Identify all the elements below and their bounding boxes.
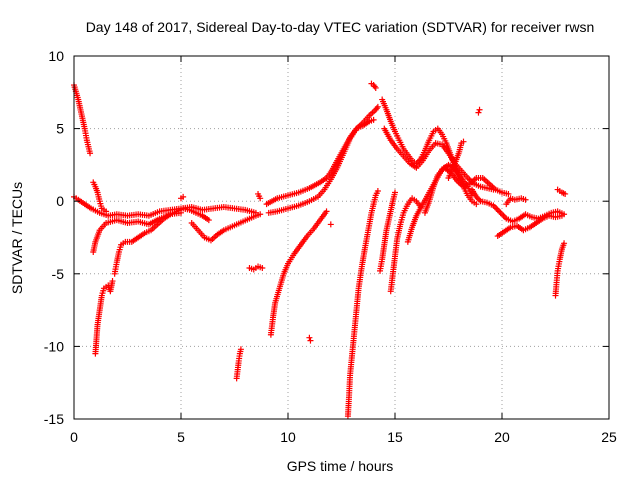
data-point	[371, 83, 378, 90]
x-tick-label: 20	[494, 429, 510, 445]
data-point	[493, 205, 500, 212]
scatter-track-arc-r	[368, 80, 379, 91]
x-tick-label: 10	[280, 429, 296, 445]
data-point	[237, 346, 244, 353]
x-tick-label: 5	[177, 429, 185, 445]
data-point	[307, 337, 314, 344]
data-point	[257, 211, 264, 218]
chart-title: Day 148 of 2017, Sidereal Day-to-day VTE…	[86, 19, 595, 35]
scatter-track-arc-p	[327, 221, 334, 228]
data-point	[473, 201, 480, 208]
data-point	[494, 206, 501, 213]
x-axis-label: GPS time / hours	[287, 458, 394, 474]
scatter-track-arc-c	[90, 179, 110, 215]
scatter-track-arc-q	[344, 188, 381, 420]
data-point	[87, 150, 94, 157]
scatter-track-arc-aa	[469, 186, 568, 225]
scatter-track-arc-z	[475, 106, 483, 116]
scatter-track-arc-j	[246, 263, 266, 273]
y-tick-label: -5	[52, 266, 65, 282]
y-tick-label: 5	[56, 121, 64, 137]
scatter-track-arc-i	[233, 346, 244, 382]
scatter-track-arc-u	[387, 195, 424, 295]
scatter-track-arc-m	[265, 103, 381, 216]
data-point	[475, 109, 482, 116]
data-point	[109, 278, 116, 285]
y-axis-label: SDTVAR / TECUs	[9, 182, 25, 294]
data-point	[374, 188, 381, 195]
scatter-track-arc-k	[255, 190, 264, 202]
data-point	[558, 212, 565, 219]
data-point	[500, 212, 507, 219]
data-point	[476, 106, 483, 113]
scatter-track-arc-l	[267, 208, 330, 338]
axis-ticks: 0 5 10 15 20 25 -15 -10 -5 0 5 10	[44, 48, 617, 445]
x-tick-label: 25	[601, 429, 617, 445]
data-point	[392, 189, 398, 196]
data-point	[562, 190, 569, 197]
scatter-track-arc-x	[421, 164, 512, 216]
scatter-track-arc-ac	[503, 195, 529, 208]
x-tick-label: 15	[387, 429, 403, 445]
scatter-track-arc-ab	[494, 212, 565, 240]
scatter-track-arc-n	[263, 116, 377, 208]
scatter-track-arc-ae	[554, 186, 569, 197]
data-point	[505, 190, 512, 197]
data-point	[496, 208, 503, 215]
scatter-track-arc-e	[92, 278, 116, 357]
data-point	[327, 221, 334, 228]
y-tick-label: -15	[44, 411, 64, 427]
data-point	[499, 211, 505, 218]
data-point	[561, 240, 568, 247]
x-tick-label: 0	[70, 429, 78, 445]
scatter-track-arc-f	[111, 205, 212, 277]
scatter-track-arc-o	[306, 334, 314, 344]
data-point	[306, 334, 313, 341]
grid-lines	[74, 56, 609, 419]
data-point	[259, 264, 266, 271]
data-point	[374, 103, 381, 110]
data-point	[103, 208, 110, 215]
scatter-track-arc-s	[377, 189, 398, 274]
data-point	[460, 138, 467, 145]
data-point	[323, 208, 330, 215]
y-tick-label: -10	[44, 338, 64, 354]
data-point	[497, 209, 504, 216]
data-point	[522, 196, 529, 203]
scatter-track-arc-a	[71, 82, 94, 157]
data-point	[205, 217, 212, 224]
plot-frame	[73, 55, 610, 420]
data-point	[370, 116, 377, 123]
data-points	[71, 80, 569, 420]
scatter-track-arc-y	[445, 138, 467, 181]
data-point	[180, 193, 187, 200]
y-tick-label: 10	[48, 48, 64, 64]
scatter-track-arc-h	[188, 211, 264, 244]
scatter-track-arc-g	[178, 193, 187, 202]
data-point	[372, 84, 379, 91]
scatter-track-arc-ad	[552, 240, 568, 299]
data-point	[257, 195, 264, 202]
y-tick-label: 0	[56, 193, 64, 209]
